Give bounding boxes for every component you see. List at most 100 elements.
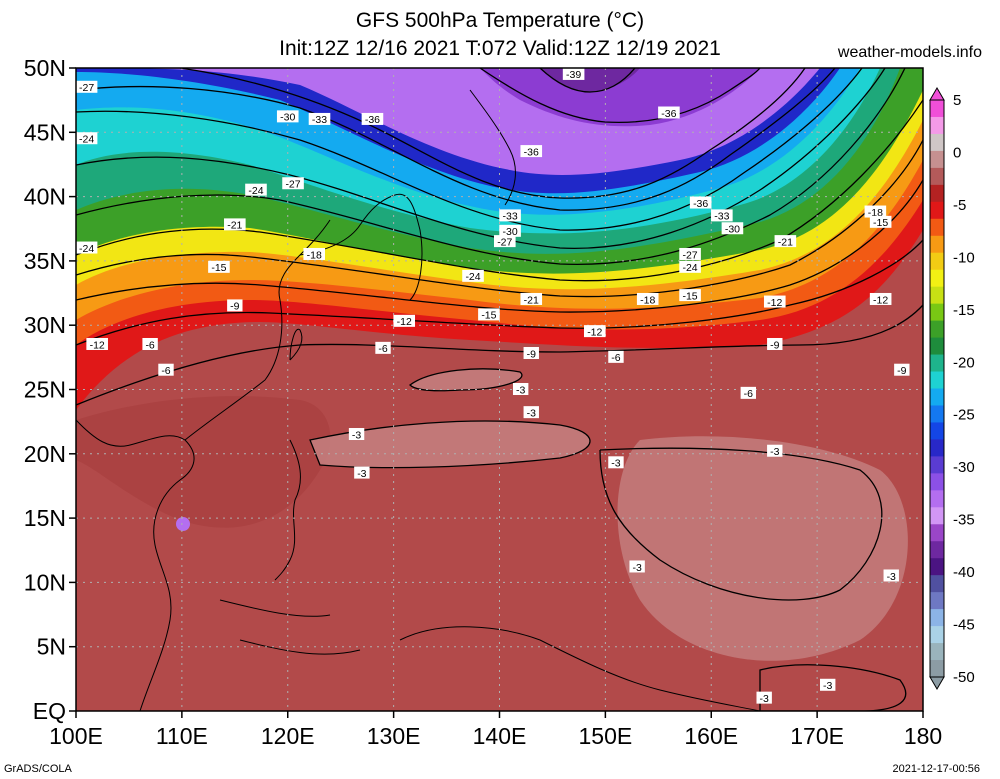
contour-label-box: [869, 215, 892, 228]
x-tick-label: 130E: [367, 723, 421, 749]
contour-label-text: -15: [481, 310, 496, 322]
contour-label: -15: [478, 308, 500, 322]
colorbar-swatch: [930, 575, 944, 593]
contour-label-box: [245, 183, 267, 196]
contour-label: -3: [523, 406, 539, 419]
contour-label-text: -15: [873, 217, 888, 229]
contour-label: -6: [375, 341, 391, 355]
y-tick-label: 40N: [24, 184, 66, 210]
x-tick-label: 140E: [473, 723, 527, 749]
contour-label-text: -12: [767, 297, 782, 309]
contour-label-box: [75, 80, 98, 93]
site-credit[interactable]: weather-models.info: [837, 44, 982, 61]
colorbar-swatch: [930, 167, 944, 186]
y-tick-label: 50N: [24, 55, 66, 81]
contour-label-text: -33: [312, 114, 327, 126]
colorbar-swatch: [930, 201, 944, 220]
contour-label-text: -3: [887, 571, 896, 583]
colorbar-swatch: [930, 507, 944, 525]
x-tick-label: 100E: [49, 723, 103, 749]
contour-label-box: [523, 406, 539, 419]
contour-label-box: [308, 112, 331, 125]
contour-label-text: -21: [227, 220, 242, 232]
colorbar-label: -15: [953, 302, 975, 319]
x-tick-label: 150E: [579, 723, 633, 749]
y-tick-label: 45N: [24, 119, 66, 145]
contour-label-box: [894, 363, 910, 376]
contour-label-text: -21: [524, 294, 539, 306]
y-tick-label: 10N: [24, 569, 66, 595]
contour-label-box: [679, 260, 701, 273]
contour-label-box: [767, 337, 783, 350]
contour-label-text: -36: [661, 108, 676, 120]
contour-label-text: -12: [90, 339, 105, 351]
contour-label-box: [520, 145, 543, 158]
contour-label-box: [75, 132, 98, 145]
contour-label-text: -3: [770, 446, 779, 458]
contour-label-text: -6: [378, 343, 387, 355]
contour-label-text: -3: [760, 693, 769, 705]
contour-label-box: [774, 235, 797, 248]
contour-label-text: -30: [280, 112, 295, 124]
colorbar-label: -50: [953, 669, 975, 686]
contour-label-text: -33: [714, 211, 729, 223]
colorbar-frame: [929, 99, 945, 678]
contour-label-text: -27: [682, 249, 697, 261]
colorbar-bottom-arrow: [929, 676, 945, 690]
colorbar-swatch: [930, 286, 944, 305]
contour-label-box: [562, 67, 585, 80]
contour-label-text: -6: [161, 365, 170, 377]
contour-label: -36: [658, 106, 680, 120]
colorbar-swatch: [930, 354, 944, 373]
contour-label: -15: [679, 289, 701, 302]
colorbar-swatch: [930, 303, 944, 322]
contour-label-box: [493, 235, 516, 248]
temperature-field: [76, 68, 923, 711]
colorbar-swatch: [930, 456, 944, 474]
contour-label-text: -3: [611, 458, 620, 470]
colorbar-label: -40: [953, 564, 975, 581]
contour-label: -24: [245, 183, 267, 197]
contour-label-text: -15: [682, 290, 697, 302]
y-tick-label: 25N: [24, 377, 66, 403]
contour-label-text: -24: [682, 262, 697, 274]
contour-label-box: [499, 209, 521, 222]
colorbar-swatch: [930, 541, 944, 559]
colorbar-swatch: [930, 660, 944, 678]
contour-label-text: -3: [527, 407, 536, 419]
colorbar-swatch: [930, 405, 944, 424]
contour-label-text: -6: [145, 339, 154, 351]
contour-label-text: -9: [770, 339, 779, 351]
contour-label-box: [361, 112, 384, 125]
colorbar-swatch: [930, 235, 944, 254]
contour-label-box: [282, 177, 304, 190]
colorbar-label: -25: [953, 407, 975, 424]
colorbar-swatch: [930, 643, 944, 661]
contour-label: -30: [276, 110, 299, 124]
y-tick-label: 30N: [24, 312, 66, 338]
contour-label-text: -24: [465, 271, 480, 283]
contour-label: -3: [512, 383, 529, 396]
contour-label-box: [756, 691, 772, 704]
contour-label-text: -24: [79, 243, 94, 255]
contour-label: -3: [354, 466, 370, 480]
contour-label: -12: [763, 295, 786, 309]
contour-label: -18: [636, 292, 659, 306]
contour-label-text: -39: [566, 69, 581, 81]
contour-label: -36: [689, 196, 712, 210]
contour-label: -24: [75, 241, 98, 255]
contour-label-box: [303, 247, 326, 260]
contour-label-box: [583, 325, 606, 338]
contour-label-box: [142, 337, 158, 350]
y-tick-label: 35N: [24, 248, 66, 274]
contour-label: -24: [75, 132, 98, 146]
contour-label-text: -36: [524, 146, 539, 158]
colorbar-label: -20: [953, 354, 975, 371]
contour-label-text: -3: [357, 468, 366, 480]
contour-label-text: -12: [587, 326, 602, 338]
contour-label-box: [608, 456, 624, 469]
contour-label: -3: [820, 678, 836, 692]
colorbar-label: -35: [953, 512, 975, 529]
footer-timestamp: 2021-12-17-00:56: [892, 763, 980, 775]
contour-label: -33: [499, 209, 521, 223]
